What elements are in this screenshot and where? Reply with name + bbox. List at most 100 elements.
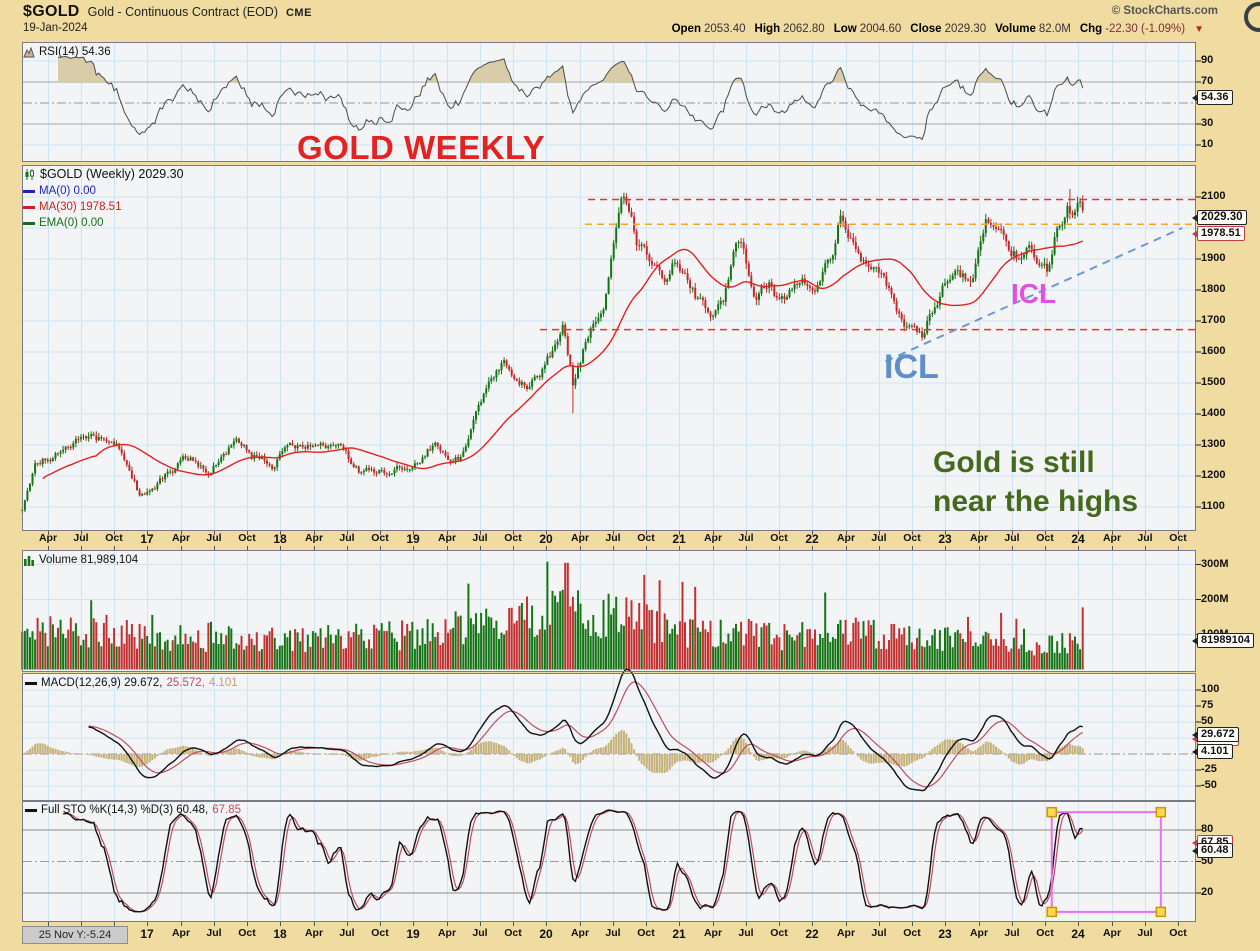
x-axis-label: Apr (570, 927, 590, 939)
annotation-note-line2: near the highs (933, 485, 1139, 518)
indicator-legend-part: Full STO %K(14,3) %D(3) 60.48, (41, 804, 209, 816)
axis-tick-label: 1300 (1201, 438, 1226, 450)
x-axis-label: 18 (273, 532, 287, 546)
change-direction-arrow[interactable]: ▼ (1194, 23, 1204, 35)
sto-k-badge: 60.48 (1192, 843, 1233, 858)
x-axis-label: Apr (703, 927, 723, 939)
axis-tick-label: 300M (1201, 557, 1229, 570)
exchange-label: CME (285, 7, 312, 19)
rsi-legend-label: RSI(14) 54.36 (39, 46, 111, 58)
x-axis-label: Oct (770, 532, 788, 544)
annotation-icl-lower: ICL (884, 348, 939, 386)
volume-legend: Volume 81,989,104 (23, 554, 138, 566)
x-axis-row-upper: Apr Jul Oct 17 Apr Jul Oct 18 Apr Jul Oct 19 Apr Jul O… (0, 532, 1260, 548)
x-axis-label: Oct (770, 927, 788, 939)
x-axis-label: Oct (504, 532, 522, 544)
x-axis-label: Apr (1102, 532, 1122, 544)
quote-label: High (754, 23, 781, 35)
x-axis-label: Oct (1036, 532, 1054, 544)
annotation-handle[interactable] (1155, 906, 1167, 918)
x-axis-label: Jul (738, 532, 754, 544)
price-legend-row: MA(30) 1978.51 (23, 201, 121, 213)
sto-legend: Full STO %K(14,3) %D(3) 60.48, 67.85 (25, 804, 241, 816)
x-axis-label: Oct (105, 532, 123, 544)
quote-item: High 2062.80 (755, 23, 825, 35)
quote-value: 2029.30 (944, 23, 987, 35)
x-axis-label: Oct (238, 532, 256, 544)
x-axis-label: Apr (969, 532, 989, 544)
quote-label: Open (671, 23, 701, 35)
candlestick-icon (25, 168, 34, 180)
x-axis-label: Jul (871, 927, 887, 939)
indicator-legend-part: 67.85 (212, 804, 242, 816)
x-axis-label: 21 (672, 927, 686, 941)
axis-tick-label: 50 (1201, 715, 1214, 727)
x-axis-label: Apr (437, 532, 457, 544)
x-axis-label: Jul (738, 927, 754, 939)
x-axis-label: Oct (504, 927, 522, 939)
price-legend-row: MA(0) 0.00 (23, 185, 96, 197)
x-axis-label: Jul (339, 927, 355, 939)
x-axis-label: Jul (605, 927, 621, 939)
rsi-value-badge: 54.36 (1192, 90, 1233, 105)
annotation-handle[interactable] (1046, 906, 1058, 918)
help-icon[interactable] (1244, 2, 1260, 32)
x-axis-label: Jul (1137, 927, 1153, 939)
annotation-handle[interactable] (1046, 806, 1058, 818)
quote-item: Chg -22.30 (-1.09%) (1080, 23, 1185, 35)
quote-label: Close (910, 23, 942, 35)
x-axis-label: Apr (38, 532, 58, 544)
axis-tick-label: 1400 (1201, 407, 1226, 419)
volume-bars-icon (24, 556, 34, 566)
price-legend-row: EMA(0) 0.00 (23, 217, 104, 229)
axis-tick-label: 70 (1201, 75, 1214, 87)
x-axis-label: Jul (472, 532, 488, 544)
quote-item: Close 2029.30 (910, 23, 986, 35)
indicator-legend-part: 4.101 (208, 677, 238, 689)
x-axis-label: 23 (938, 532, 952, 546)
x-axis-label: Apr (969, 927, 989, 939)
quote-label: Low (833, 23, 857, 35)
x-axis-label: 20 (539, 927, 553, 941)
axis-tick-label: 1100 (1201, 500, 1225, 512)
x-axis-label: Jul (1137, 532, 1153, 544)
axis-tick-label: -50 (1201, 779, 1217, 791)
line-swatch-icon (25, 808, 37, 812)
x-axis-label: Oct (1169, 532, 1187, 544)
axis-tick-label: 1900 (1201, 252, 1226, 264)
annotation-note-line1: Gold is still (933, 446, 1095, 479)
chart-date: 19-Jan-2024 (23, 22, 88, 34)
quote-item: Open 2053.40 (672, 23, 746, 35)
axis-tick-label: 1600 (1201, 345, 1226, 357)
x-axis-label: Oct (1036, 927, 1054, 939)
x-axis-label: Oct (637, 532, 655, 544)
x-axis-label: Oct (1169, 927, 1187, 939)
x-axis-label: Oct (637, 927, 655, 939)
x-axis-label: 17 (140, 927, 154, 941)
symbol: $GOLD (23, 3, 80, 20)
macd-legend: MACD(12,26,9) 29.672, 25.572, 4.101 (25, 677, 238, 689)
axis-tick-label: 1500 (1201, 376, 1226, 388)
x-axis-label: Apr (570, 532, 590, 544)
quote-value: 2053.40 (703, 23, 746, 35)
symbol-description: Gold - Continuous Contract (EOD) (87, 5, 278, 19)
macd-line-badge: 29.672 (1192, 727, 1239, 742)
x-axis-label: Oct (371, 532, 389, 544)
x-axis-label: 20 (539, 532, 553, 546)
annotation-handle[interactable] (1155, 806, 1167, 818)
price-ma30-badge: 1978.51 (1192, 226, 1245, 241)
axis-tick-label: 200M (1201, 592, 1229, 605)
x-axis-label: 22 (805, 927, 819, 941)
quote-label: Chg (1079, 23, 1103, 35)
selection-rect-annotation[interactable] (1046, 806, 1167, 918)
crosshair-readout: 25 Nov Y:-5.24 (22, 926, 128, 944)
x-axis-label: Jul (73, 532, 89, 544)
axis-tick-label: 1700 (1201, 314, 1226, 326)
price-legend-label: MA(0) 0.00 (39, 185, 96, 197)
quote-value: 2062.80 (783, 23, 825, 35)
x-axis-label: 21 (672, 532, 686, 546)
volume-legend-label: Volume 81,989,104 (39, 554, 139, 566)
line-swatch-icon (23, 189, 35, 193)
